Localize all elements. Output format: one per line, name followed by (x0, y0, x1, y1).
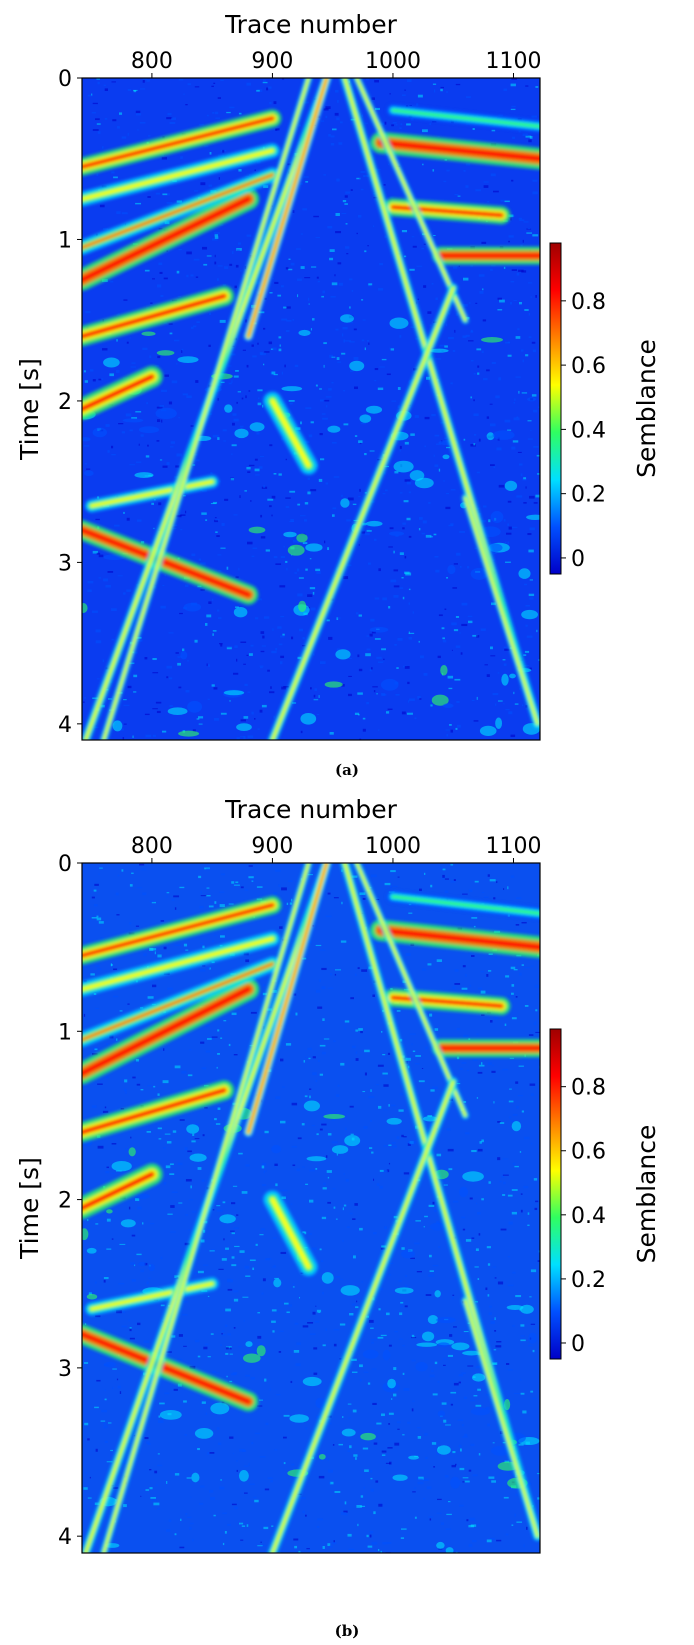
colorbar-tick-label: 0.2 (571, 1268, 606, 1293)
x-tick-label: 1000 (365, 49, 421, 74)
x-tick-label: 900 (251, 834, 293, 859)
heatmap-chart-b: 800 900 1000 1100 0 1 2 3 4 Trace number Time [s] 0… (15, 795, 661, 1554)
y-tick-label: 4 (58, 713, 72, 738)
semblance-event (82, 374, 155, 412)
colorbar-tick-label: 0.2 (571, 483, 606, 508)
heatmap-chart-a: 800 900 1000 1100 0 1 2 3 4 Trace number Time [s] 0… (15, 10, 661, 741)
y-tick-label: 0 (58, 67, 72, 92)
colorbar (549, 242, 562, 575)
semblance-event (82, 902, 275, 958)
colorbar-label: Semblance (632, 1125, 661, 1264)
colorbar-tick-label: 0.8 (571, 290, 606, 315)
heatmap-background (82, 863, 540, 1553)
y-tick-label: 1 (58, 228, 72, 253)
semblance-event (90, 1282, 214, 1311)
semblance-event (82, 527, 251, 598)
colorbar-tick-label: 0.6 (571, 354, 606, 379)
y-tick-label: 0 (58, 852, 72, 877)
semblance-event (82, 962, 275, 1042)
semblance-event (355, 863, 467, 1117)
semblance-event (464, 496, 539, 725)
semblance-event (90, 480, 214, 508)
semblance-event (82, 1087, 227, 1135)
semblance-event (82, 1331, 251, 1405)
semblance-event (271, 286, 455, 740)
semblance-event (102, 863, 310, 1553)
y-tick-label: 3 (58, 551, 72, 576)
semblance-event (464, 1299, 539, 1538)
semblance-event (391, 108, 540, 129)
figure-panel-b: 800 900 1000 1100 0 1 2 3 4 Trace number Time [s] 0… (0, 785, 694, 1645)
semblance-event (82, 116, 275, 170)
semblance-event (102, 78, 310, 740)
x-tick-label: 1100 (485, 834, 541, 859)
y-tick-label: 4 (58, 1525, 72, 1550)
semblance-event (271, 1080, 455, 1553)
semblance-event (82, 148, 275, 201)
x-axis-label: Trace number (224, 10, 398, 39)
plot-frame (81, 77, 541, 741)
x-tick-label: 1100 (485, 49, 541, 74)
semblance-event (390, 204, 504, 218)
panel-caption-b: (b) (334, 1622, 360, 1640)
y-axis-label: Time [s] (15, 1157, 44, 1260)
x-tick-label: 900 (251, 49, 293, 74)
colorbar-tick-label: 0.4 (571, 1204, 606, 1229)
semblance-event (391, 895, 540, 916)
x-tick-label: 800 (131, 49, 173, 74)
semblance-event (378, 927, 540, 950)
heatmap-features (82, 78, 540, 740)
panel-caption-a: (a) (335, 761, 359, 779)
semblance-event (82, 173, 275, 250)
semblance-event (247, 78, 328, 338)
semblance-event (247, 863, 328, 1134)
y-tick-label: 2 (58, 390, 72, 415)
colorbar-tick-label: 0.6 (571, 1140, 606, 1165)
colorbar-tick-label: 0 (571, 547, 585, 572)
semblance-event (82, 196, 252, 283)
y-tick-label: 3 (58, 1357, 72, 1382)
figure-panel-a: 800 900 1000 1100 0 1 2 3 4 Trace number Time [s] 0… (0, 0, 694, 785)
semblance-event (378, 139, 540, 162)
heatmap-features (82, 863, 540, 1553)
heatmap-image (82, 78, 540, 740)
semblance-event (270, 398, 311, 468)
semblance-event (270, 1197, 311, 1270)
semblance-event (355, 78, 467, 322)
semblance-event (82, 986, 252, 1077)
semblance-event (82, 293, 227, 339)
x-tick-label: 800 (131, 834, 173, 859)
colorbar-tick-label: 0 (571, 1332, 585, 1357)
y-axis-label: Time [s] (15, 358, 44, 461)
semblance-event (82, 1171, 155, 1211)
colorbar-label: Semblance (632, 339, 661, 478)
y-tick-label: 1 (58, 1020, 72, 1045)
y-tick-label: 2 (58, 1189, 72, 1214)
x-tick-label: 1000 (365, 834, 421, 859)
semblance-event (390, 995, 504, 1009)
colorbar (549, 1028, 562, 1360)
plot-frame (81, 862, 541, 1554)
x-axis-label: Trace number (224, 795, 398, 824)
heatmap-image (82, 863, 540, 1553)
semblance-event (82, 936, 275, 992)
colorbar-tick-label: 0.8 (571, 1076, 606, 1101)
colorbar-tick-label: 0.4 (571, 418, 606, 443)
